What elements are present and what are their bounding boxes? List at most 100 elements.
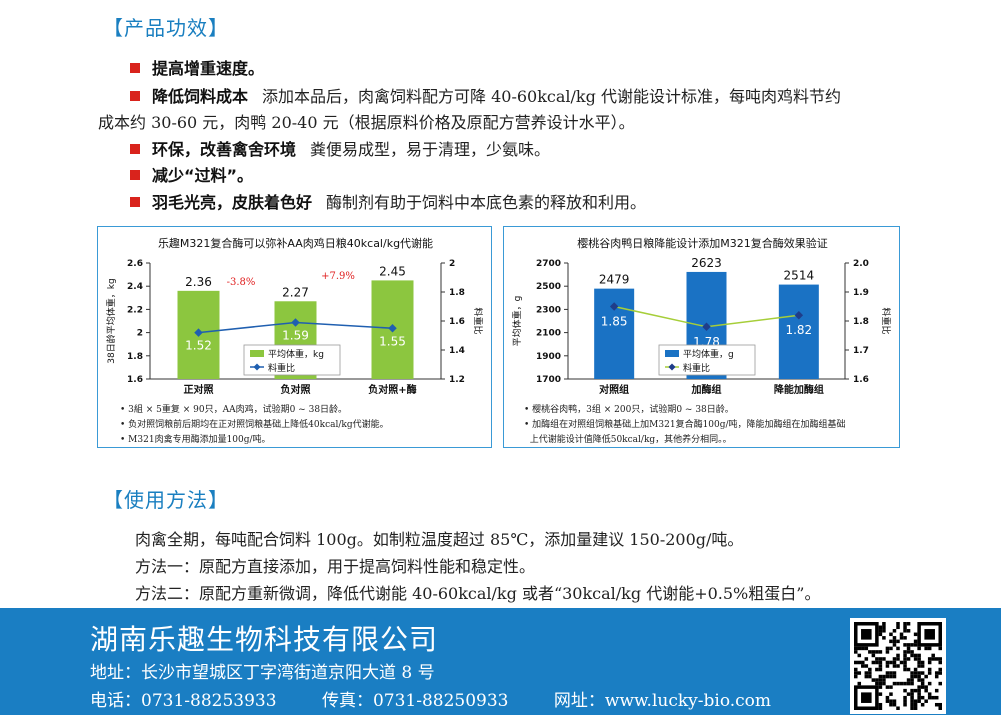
qr-module (917, 685, 921, 689)
bar-value-label: 2514 (784, 269, 815, 283)
qr-module (882, 674, 886, 679)
qr-module (924, 699, 928, 703)
ratio-value-label: 1.59 (282, 328, 309, 342)
qr-module (920, 685, 925, 689)
qr-module (878, 657, 883, 661)
chart-note: 上代谢能设计值降低50kcal/kg，其他养分相同。。 (524, 435, 732, 445)
qr-module (903, 653, 907, 658)
y-tick-label: 2.6 (127, 259, 143, 269)
qr-module (913, 653, 918, 658)
broiler-chart-panel: 乐趣M321复合酶可以弥补AA肉鸡日粮40kcal/kg代谢能 2.6 2.4 2.2… (97, 226, 492, 448)
qr-module (878, 660, 883, 665)
qr-module (910, 643, 914, 647)
qr-module (854, 674, 858, 679)
qr-module (861, 664, 865, 668)
qr-module (878, 629, 883, 633)
qr-module (885, 685, 890, 689)
qr-module (927, 646, 932, 651)
y2-axis-label: 料重比 (880, 307, 892, 334)
qr-module (906, 678, 911, 682)
qr-finder-core (924, 629, 935, 640)
qr-module (917, 657, 921, 661)
qr-module (931, 653, 935, 658)
qr-module (892, 671, 897, 675)
qr-module (864, 671, 869, 675)
qr-module (899, 636, 904, 640)
qr-finder-core (861, 692, 872, 703)
qr-module (910, 695, 914, 700)
usage-section-title: 【使用方法】 (103, 488, 229, 512)
qr-module (913, 643, 918, 647)
qr-module (903, 622, 907, 626)
legend-bar-swatch (665, 350, 679, 357)
feature-item: 减少“过料”。 (98, 163, 918, 189)
qr-module (920, 702, 925, 707)
red-square-bullet-icon (130, 63, 140, 73)
y-tick-label: 2500 (536, 282, 561, 292)
qr-module (906, 622, 911, 626)
qr-module (875, 667, 879, 672)
qr-module (875, 657, 879, 661)
qr-module (878, 706, 883, 710)
qr-module (864, 664, 869, 668)
qr-module (938, 660, 942, 665)
qr-module (868, 674, 872, 679)
qr-module (938, 646, 942, 651)
qr-module (854, 667, 858, 672)
ratio-point (794, 310, 804, 320)
qr-module (903, 636, 907, 640)
qr-module (920, 681, 925, 686)
qr-module (878, 664, 883, 668)
qr-module (878, 692, 883, 696)
footer-band: 湖南乐趣生物科技有限公司 地址：长沙市望城区丁字湾街道京阳大道 8 号 电话：0… (0, 608, 1001, 715)
duck-chart: 樱桃谷肉鸭日粮降能设计添加M321复合酶效果验证 2700 2500 2300 2100… (511, 236, 892, 396)
bar (594, 288, 635, 379)
qr-module (871, 678, 876, 682)
qr-module (934, 688, 939, 693)
qr-module (920, 664, 925, 668)
qr-module (892, 664, 897, 668)
qr-module (913, 671, 918, 675)
qr-module (882, 625, 886, 630)
qr-module (906, 629, 911, 633)
qr-module (938, 702, 942, 707)
qr-module (931, 657, 935, 661)
qr-module (927, 681, 932, 686)
qr-module (920, 678, 925, 682)
qr-module (913, 706, 918, 710)
ratio-value-label: 1.52 (185, 339, 212, 353)
qr-module (927, 692, 932, 696)
qr-module (910, 674, 914, 679)
qr-module (889, 674, 893, 679)
qr-module (903, 702, 907, 707)
qr-module (878, 674, 883, 679)
qr-module (920, 671, 925, 675)
qr-module (871, 660, 876, 665)
qr-module (896, 664, 900, 668)
ratio-value-label: 1.85 (601, 315, 628, 329)
qr-module (892, 639, 897, 644)
qr-module (917, 653, 921, 658)
qr-module (917, 688, 921, 693)
qr-module (854, 650, 858, 654)
y2-tick-label: 2 (449, 259, 455, 269)
qr-module (934, 657, 939, 661)
qr-module (938, 671, 942, 675)
qr-module (903, 688, 907, 693)
qr-module (910, 702, 914, 707)
qr-module (934, 671, 939, 675)
feature-item: 提高增重速度。 (98, 56, 918, 82)
qr-finder-core (861, 629, 872, 640)
feature-desc: 粪便易成型，易于清理，少氨味。 (310, 140, 551, 159)
efficacy-section-title: 【产品功效】 (103, 16, 229, 40)
y-tick-label: 2 (137, 329, 143, 339)
qr-module (882, 636, 886, 640)
qr-module (896, 646, 900, 651)
qr-code-graphic (854, 622, 942, 710)
chart-notes: • 3組 × 5重复 × 90只，AA肉鸡，试验期0 ~ 38日龄。 • 负对照… (120, 403, 389, 448)
website[interactable]: 网址：www.lucky-bio.com (553, 691, 772, 711)
red-square-bullet-icon (130, 197, 140, 207)
qr-module (889, 660, 893, 665)
qr-module (910, 692, 914, 696)
y2-tick-label: 1.9 (853, 288, 869, 298)
